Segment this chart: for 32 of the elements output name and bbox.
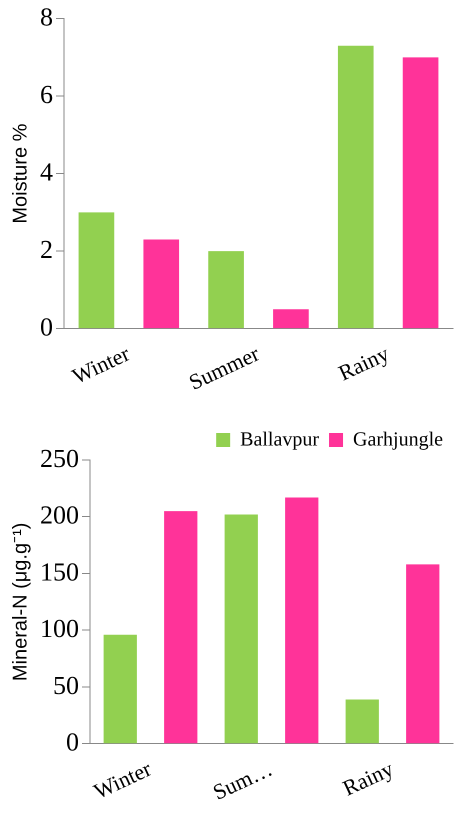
bar: [78, 212, 114, 328]
x-tick-label: Sum…: [208, 756, 276, 805]
x-tick-label: Rainy: [334, 340, 393, 386]
bar: [346, 699, 379, 744]
legend-label: Garhjungle: [353, 428, 444, 450]
y-tick-label: 2: [40, 234, 53, 264]
x-tick-label: Winter: [90, 756, 156, 804]
y-tick-label: 4: [40, 157, 53, 186]
y-tick-label: 0: [66, 728, 79, 757]
bar: [224, 514, 258, 744]
y-tick-label: 0: [40, 312, 53, 342]
bar: [285, 497, 318, 744]
y-tick-label: 250: [40, 444, 79, 473]
y-tick-label: 150: [40, 557, 79, 586]
bar: [273, 309, 309, 328]
y-tick-label: 200: [40, 500, 79, 530]
y-tick-label: 6: [40, 80, 53, 109]
y-axis-title: Moisture %: [10, 123, 32, 224]
x-tick-label: Rainy: [338, 756, 398, 801]
bar: [164, 511, 198, 744]
bar: [208, 251, 244, 328]
bar: [406, 564, 440, 744]
x-tick-label: Winter: [68, 340, 134, 389]
legend-label: Ballavpur: [240, 428, 320, 450]
bar: [402, 57, 438, 328]
bar: [338, 46, 374, 328]
bar: [143, 239, 180, 328]
y-tick-label: 100: [40, 614, 79, 644]
y-tick-label: 50: [53, 670, 79, 700]
bar: [104, 634, 137, 744]
y-axis-title: Mineral-N (μg.g⁻¹): [10, 522, 32, 682]
y-tick-label: 8: [40, 2, 53, 32]
